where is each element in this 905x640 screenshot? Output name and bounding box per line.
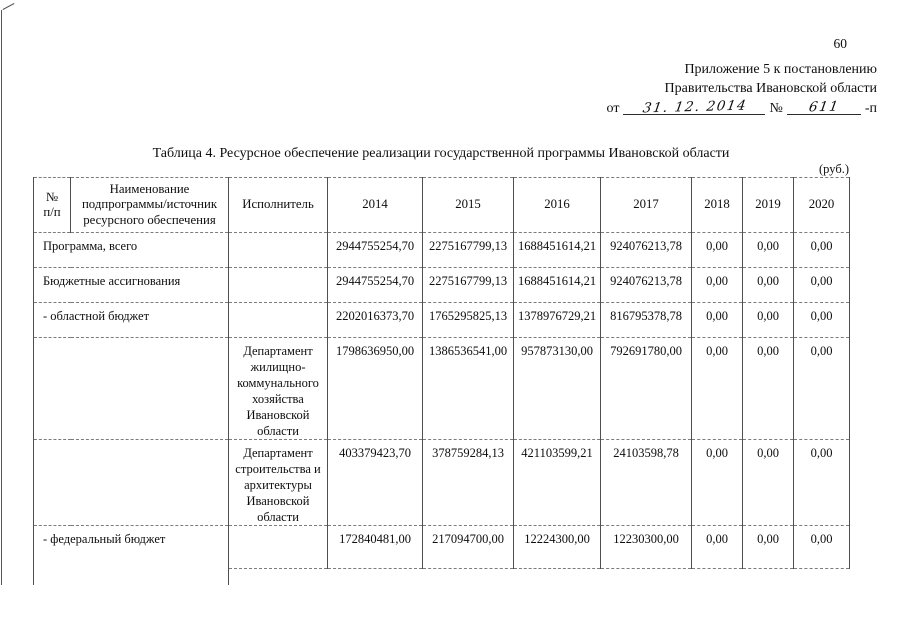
header-row: № п/п Наименование подпрограммы/источник …: [33, 177, 850, 233]
cell-executor: Департамент строительства и архитектуры …: [228, 439, 328, 526]
number-blank-field: 611: [786, 98, 861, 116]
cell-value-2018: 0,00: [691, 525, 743, 569]
cell-executor: [228, 525, 328, 569]
cell-value-2018: 0,00: [691, 439, 743, 526]
cell-value-2020: 0,00: [793, 525, 850, 569]
table-row: Департамент жилищно-коммунального хозяйс…: [33, 337, 850, 440]
cell-value-2016: 957873130,00: [513, 337, 601, 440]
cell-value-2018: 0,00: [691, 232, 743, 268]
cell-value-2016: 1688451614,21: [513, 232, 601, 268]
column-header-4: 2015: [422, 177, 514, 233]
handwritten-date: 31. 12. 2014: [641, 97, 748, 117]
cell-row-name: - областной бюджет: [33, 302, 229, 338]
cell-row-name: Бюджетные ассигнования: [33, 267, 229, 303]
cell-value-2020: 0,00: [793, 232, 850, 268]
table-row: Департамент строительства и архитектуры …: [33, 439, 850, 526]
cell-row-name: - федеральный бюджет: [33, 525, 229, 569]
cell-executor: [228, 232, 328, 268]
table-row: Бюджетные ассигнования 2944755254,70 22751…: [33, 267, 850, 303]
table-title: Таблица 4. Ресурсное обеспечение реализа…: [152, 146, 730, 161]
cell-value-2014: 2202016373,70: [327, 302, 423, 338]
from-label: от: [606, 101, 620, 116]
cell-value-2017: 816795378,78: [600, 302, 692, 338]
cell-value-2019: 0,00: [742, 439, 794, 526]
number-sign-label: №: [769, 101, 783, 116]
cell-value-2015: 1386536541,00: [422, 337, 514, 440]
cell-value-2015: 217094700,00: [422, 525, 514, 569]
cell-value-2017: 12230300,00: [600, 525, 692, 569]
cell-value-2019: 0,00: [742, 525, 794, 569]
column-header-2: Исполнитель: [228, 177, 328, 233]
cell-value-2015: 2275167799,13: [422, 267, 514, 303]
column-header-1: Наименование подпрограммы/источник ресур…: [70, 177, 229, 233]
cell-row-name: [33, 337, 229, 440]
cell-value-2014: 403379423,70: [327, 439, 423, 526]
scan-edge-artifact: [1, 10, 2, 585]
cell-value-2017: 924076213,78: [600, 267, 692, 303]
stub-empty-area: [229, 569, 850, 585]
cell-value-2019: 0,00: [742, 267, 794, 303]
cell-value-2019: 0,00: [742, 232, 794, 268]
scan-corner-artifact: [2, 3, 15, 10]
cell-value-2018: 0,00: [691, 302, 743, 338]
cell-value-2016: 12224300,00: [513, 525, 601, 569]
handwritten-number: 611: [807, 98, 841, 116]
cell-value-2018: 0,00: [691, 267, 743, 303]
cell-value-2015: 1765295825,13: [422, 302, 514, 338]
cell-value-2014: 172840481,00: [327, 525, 423, 569]
column-header-8: 2019: [742, 177, 794, 233]
cell-executor: Департамент жилищно-коммунального хозяйс…: [228, 337, 328, 440]
cell-value-2016: 421103599,21: [513, 439, 601, 526]
table-row: Программа, всего 2944755254,70 2275167799,…: [33, 232, 850, 268]
column-header-0: № п/п: [33, 177, 71, 233]
table-row: - федеральный бюджет 172840481,00 21709470…: [33, 525, 850, 569]
column-header-7: 2018: [691, 177, 743, 233]
column-header-5: 2016: [513, 177, 601, 233]
cell-value-2016: 1378976729,21: [513, 302, 601, 338]
cell-value-2020: 0,00: [793, 337, 850, 440]
cell-value-2018: 0,00: [691, 337, 743, 440]
unit-label: (руб.): [819, 162, 849, 176]
cell-value-2015: 2275167799,13: [422, 232, 514, 268]
cell-value-2020: 0,00: [793, 439, 850, 526]
page-break-stub-row: [33, 568, 850, 585]
appendix-line-2: Правительства Ивановской области: [664, 80, 877, 96]
appendix-line-1: Приложение 5 к постановлению: [684, 62, 877, 77]
appendix-line-3: от 31. 12. 2014 № 611 -п: [606, 97, 877, 119]
cell-executor: [228, 302, 328, 338]
date-blank-field: 31. 12. 2014: [623, 97, 766, 117]
cell-row-name: Программа, всего: [33, 232, 229, 268]
cell-value-2017: 792691780,00: [600, 337, 692, 440]
cell-value-2017: 924076213,78: [600, 232, 692, 268]
column-header-6: 2017: [600, 177, 692, 233]
cell-value-2014: 2944755254,70: [327, 232, 423, 268]
cell-value-2019: 0,00: [742, 302, 794, 338]
cell-value-2020: 0,00: [793, 302, 850, 338]
cell-value-2019: 0,00: [742, 337, 794, 440]
cell-value-2015: 378759284,13: [422, 439, 514, 526]
appendix-block: Приложение 5 к постановлению Правительст…: [607, 61, 877, 119]
cell-value-2014: 2944755254,70: [327, 267, 423, 303]
cell-value-2016: 1688451614,21: [513, 267, 601, 303]
page-number: 60: [833, 36, 848, 51]
stub-open-cell: [33, 568, 229, 585]
resource-table: № п/п Наименование подпрограммы/источник …: [33, 177, 850, 585]
cell-value-2014: 1798636950,00: [327, 337, 423, 440]
cell-value-2017: 24103598,78: [600, 439, 692, 526]
cell-row-name: [33, 439, 229, 526]
table-row: - областной бюджет 2202016373,70 176529582…: [33, 302, 850, 338]
column-header-9: 2020: [793, 177, 850, 233]
cell-value-2020: 0,00: [793, 267, 850, 303]
column-header-3: 2014: [327, 177, 423, 233]
suffix-label: -п: [864, 101, 877, 116]
cell-executor: [228, 267, 328, 303]
